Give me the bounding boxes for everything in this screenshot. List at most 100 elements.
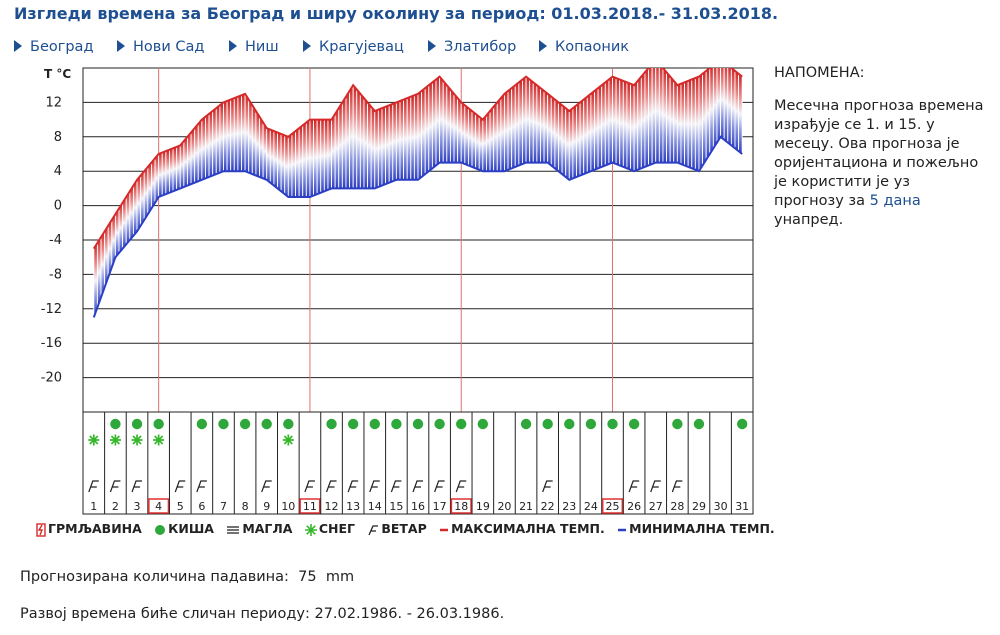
temperature-band-slice	[709, 68, 714, 156]
temperature-band-slice	[349, 83, 354, 189]
city-link-label: Нови Сад	[133, 39, 205, 55]
snowflake-icon	[153, 434, 165, 446]
snowflake-icon	[88, 434, 100, 446]
temperature-band-slice	[716, 68, 722, 145]
wind-icon	[628, 480, 640, 493]
day-number-label: 20	[497, 500, 511, 513]
city-link-kopaonik[interactable]: Копаоник	[539, 39, 629, 55]
city-link-zlatibor[interactable]: Златибор	[428, 39, 516, 55]
y-tick-label: -16	[41, 336, 62, 351]
temperature-band-slice	[399, 98, 405, 181]
temperature-band-slice	[323, 119, 329, 192]
temperature-band-slice	[720, 68, 725, 141]
rain-icon	[585, 418, 597, 430]
temperature-band-slice	[367, 101, 372, 189]
city-link-kragujevac[interactable]: Крагујевац	[303, 39, 404, 55]
rain-icon	[672, 418, 683, 430]
temperature-band-slice	[637, 75, 642, 171]
legend-thunder-label: ГРМЉАВИНА	[48, 521, 142, 536]
temperature-band-slice	[187, 131, 192, 187]
temperature-band-slice	[482, 114, 487, 172]
legend-wind: ВЕТАР	[367, 521, 427, 536]
day-number-label: 11	[303, 500, 317, 513]
city-link-label: Крагујевац	[319, 39, 404, 55]
legend-min: МИНИМАЛНА ТЕМП.	[617, 521, 775, 536]
temperature-band-slice	[205, 112, 210, 180]
temperature-band-slice	[280, 133, 286, 196]
temperature-band-slice	[331, 112, 336, 189]
temperature-band-slice	[730, 68, 736, 150]
temperature-band-slice	[392, 101, 397, 182]
temperature-band-slice	[230, 97, 235, 172]
temperature-band-slice	[579, 98, 585, 177]
temperature-band-slice	[622, 80, 628, 169]
five-day-forecast-link[interactable]: 5 дана	[869, 193, 921, 209]
rain-icon	[434, 418, 445, 430]
temperature-band-slice	[449, 88, 455, 164]
temperature-band-slice	[413, 93, 419, 181]
y-ticks: 12 8 4 0 -4 -8 -12 -16 -20	[41, 95, 62, 385]
day-number-label: 22	[541, 500, 555, 513]
day-number-label: 29	[692, 500, 706, 513]
rain-icon	[218, 418, 229, 430]
max-line-icon	[440, 528, 449, 531]
temperature-band-slice	[658, 68, 664, 164]
rain-icon	[131, 418, 143, 430]
temperature-lines	[92, 68, 743, 318]
temperature-band-slice	[576, 101, 581, 178]
wind-icon	[325, 480, 337, 493]
day-number-label: 14	[368, 500, 382, 513]
temperature-band-slice	[435, 75, 441, 167]
temperature-band-slice	[172, 146, 178, 192]
temperature-band-slice	[604, 78, 610, 167]
temperature-band-slice	[241, 93, 246, 172]
temperature-band-slice	[150, 157, 156, 211]
rain-icon	[564, 418, 575, 430]
temperature-band-slice	[615, 77, 621, 167]
wind-icon	[671, 480, 683, 493]
day-number-label: 6	[198, 500, 205, 513]
temperature-band-slice	[684, 80, 689, 168]
legend-max-label: МАКСИМАЛНА ТЕМП.	[451, 521, 605, 536]
temperature-band-slice	[277, 131, 282, 193]
city-link-nis[interactable]: Ниш	[229, 39, 279, 55]
y-tick-label: -8	[49, 267, 62, 282]
day-number-label: 3	[134, 500, 141, 513]
temperature-band-slice	[334, 106, 340, 189]
wind-icon	[434, 480, 445, 493]
temperature-band-slice	[543, 90, 549, 164]
temperature-band-slice	[529, 78, 534, 164]
city-link-beograd[interactable]: Београд	[14, 39, 93, 55]
rain-icon	[347, 418, 359, 430]
temperature-band-slice	[226, 98, 232, 172]
temperature-band-slice	[464, 104, 469, 167]
temperature-band-slice	[259, 115, 264, 180]
temperature-band-slice	[341, 95, 347, 189]
snowflake-icon	[304, 523, 317, 536]
temperature-band-slice	[694, 75, 700, 172]
temperature-band-slice	[493, 101, 498, 172]
temperature-band-slice	[687, 78, 693, 169]
temperature-band-slice	[237, 94, 242, 172]
city-link-label: Копаоник	[555, 39, 630, 55]
temperature-band-slice	[320, 119, 325, 194]
temperature-band-slice	[626, 81, 631, 171]
temperature-band-slice	[298, 124, 304, 198]
similar-period-label: Развој времена биће сличан периоду:	[20, 606, 310, 622]
temperature-band-slice	[233, 96, 239, 172]
city-link-novi-sad[interactable]: Нови Сад	[117, 39, 204, 55]
triangle-right-icon	[428, 40, 436, 52]
temperature-band-slice	[550, 95, 556, 170]
wind-icon	[196, 480, 207, 493]
day-number-label: 9	[263, 500, 270, 513]
temperature-band-slice	[147, 161, 152, 216]
day-number-label: 15	[389, 500, 403, 513]
note-text: Месечна прогноза времена израђује се 1. …	[774, 98, 984, 209]
temperature-band-slice	[363, 96, 369, 189]
triangle-right-icon	[539, 40, 547, 52]
temperature-band-slice	[406, 96, 412, 181]
day-number-label: 13	[346, 500, 360, 513]
snowflake-icon	[109, 434, 121, 446]
day-number-label: 23	[562, 500, 576, 513]
temperature-band-slice	[640, 71, 646, 169]
